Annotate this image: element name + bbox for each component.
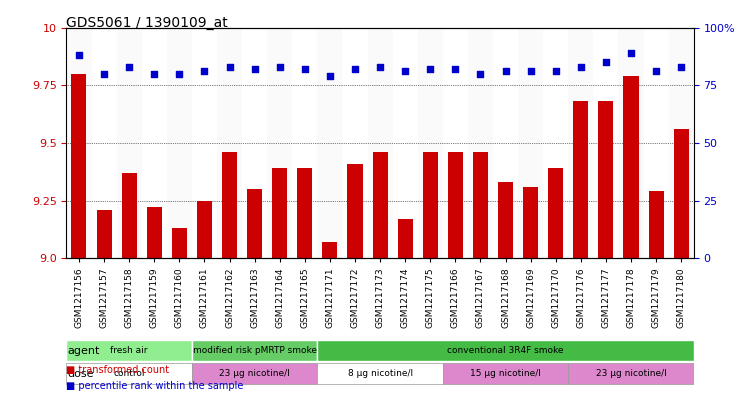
- FancyBboxPatch shape: [66, 363, 192, 384]
- Bar: [568, 28, 593, 258]
- Bar: [192, 28, 217, 258]
- Text: agent: agent: [67, 345, 100, 356]
- Bar: [247, 189, 262, 258]
- FancyBboxPatch shape: [192, 363, 317, 384]
- Point: [374, 64, 386, 70]
- Bar: [92, 28, 117, 258]
- Text: GDS5061 / 1390109_at: GDS5061 / 1390109_at: [66, 16, 228, 30]
- FancyBboxPatch shape: [192, 340, 317, 361]
- Bar: [342, 28, 368, 258]
- Bar: [599, 101, 613, 258]
- Point: [148, 70, 160, 77]
- Point: [349, 66, 361, 72]
- Bar: [373, 152, 387, 258]
- Bar: [523, 187, 538, 258]
- Point: [550, 68, 562, 75]
- Point: [600, 59, 612, 65]
- FancyBboxPatch shape: [317, 363, 443, 384]
- FancyBboxPatch shape: [317, 340, 694, 361]
- Point: [500, 68, 511, 75]
- Bar: [297, 168, 312, 258]
- Bar: [66, 28, 92, 258]
- Bar: [242, 28, 267, 258]
- Point: [199, 68, 210, 75]
- Text: fresh air: fresh air: [111, 346, 148, 355]
- Bar: [448, 152, 463, 258]
- Point: [575, 64, 587, 70]
- Point: [399, 68, 411, 75]
- Bar: [72, 73, 86, 258]
- Text: 15 μg nicotine/l: 15 μg nicotine/l: [470, 369, 541, 378]
- Text: 8 μg nicotine/l: 8 μg nicotine/l: [348, 369, 413, 378]
- Point: [424, 66, 436, 72]
- Point: [675, 64, 687, 70]
- Bar: [423, 152, 438, 258]
- Point: [625, 50, 637, 56]
- Bar: [443, 28, 468, 258]
- Point: [650, 68, 662, 75]
- Point: [224, 64, 235, 70]
- Point: [173, 70, 185, 77]
- Bar: [518, 28, 543, 258]
- Bar: [573, 101, 588, 258]
- Bar: [222, 152, 237, 258]
- Bar: [217, 28, 242, 258]
- Bar: [644, 28, 669, 258]
- Point: [98, 70, 110, 77]
- Text: modified risk pMRTP smoke: modified risk pMRTP smoke: [193, 346, 317, 355]
- Bar: [142, 28, 167, 258]
- Bar: [197, 200, 212, 258]
- Bar: [498, 182, 513, 258]
- Bar: [649, 191, 663, 258]
- Point: [449, 66, 461, 72]
- Bar: [117, 28, 142, 258]
- FancyBboxPatch shape: [568, 363, 694, 384]
- Bar: [624, 76, 638, 258]
- Point: [249, 66, 261, 72]
- Bar: [323, 242, 337, 258]
- Text: 23 μg nicotine/l: 23 μg nicotine/l: [596, 369, 666, 378]
- Bar: [418, 28, 443, 258]
- Bar: [548, 168, 563, 258]
- Text: ■ transformed count: ■ transformed count: [66, 365, 170, 375]
- Bar: [493, 28, 518, 258]
- Text: ■ percentile rank within the sample: ■ percentile rank within the sample: [66, 381, 244, 391]
- Bar: [348, 163, 362, 258]
- Bar: [618, 28, 644, 258]
- Bar: [317, 28, 342, 258]
- Bar: [147, 208, 162, 258]
- Point: [475, 70, 486, 77]
- Point: [123, 64, 135, 70]
- Text: control: control: [114, 369, 145, 378]
- Bar: [167, 28, 192, 258]
- FancyBboxPatch shape: [66, 340, 192, 361]
- Bar: [543, 28, 568, 258]
- Bar: [97, 210, 111, 258]
- Bar: [393, 28, 418, 258]
- Bar: [674, 129, 689, 258]
- Bar: [368, 28, 393, 258]
- Point: [525, 68, 537, 75]
- Bar: [172, 228, 187, 258]
- Point: [299, 66, 311, 72]
- Point: [274, 64, 286, 70]
- Text: dose: dose: [67, 369, 94, 378]
- FancyBboxPatch shape: [443, 363, 568, 384]
- Text: conventional 3R4F smoke: conventional 3R4F smoke: [447, 346, 564, 355]
- Bar: [292, 28, 317, 258]
- Bar: [473, 152, 488, 258]
- Bar: [669, 28, 694, 258]
- Point: [324, 73, 336, 79]
- Bar: [398, 219, 413, 258]
- Bar: [272, 168, 287, 258]
- Bar: [593, 28, 618, 258]
- Text: 23 μg nicotine/l: 23 μg nicotine/l: [219, 369, 290, 378]
- Bar: [122, 173, 137, 258]
- Bar: [468, 28, 493, 258]
- Point: [73, 52, 85, 58]
- Bar: [267, 28, 292, 258]
